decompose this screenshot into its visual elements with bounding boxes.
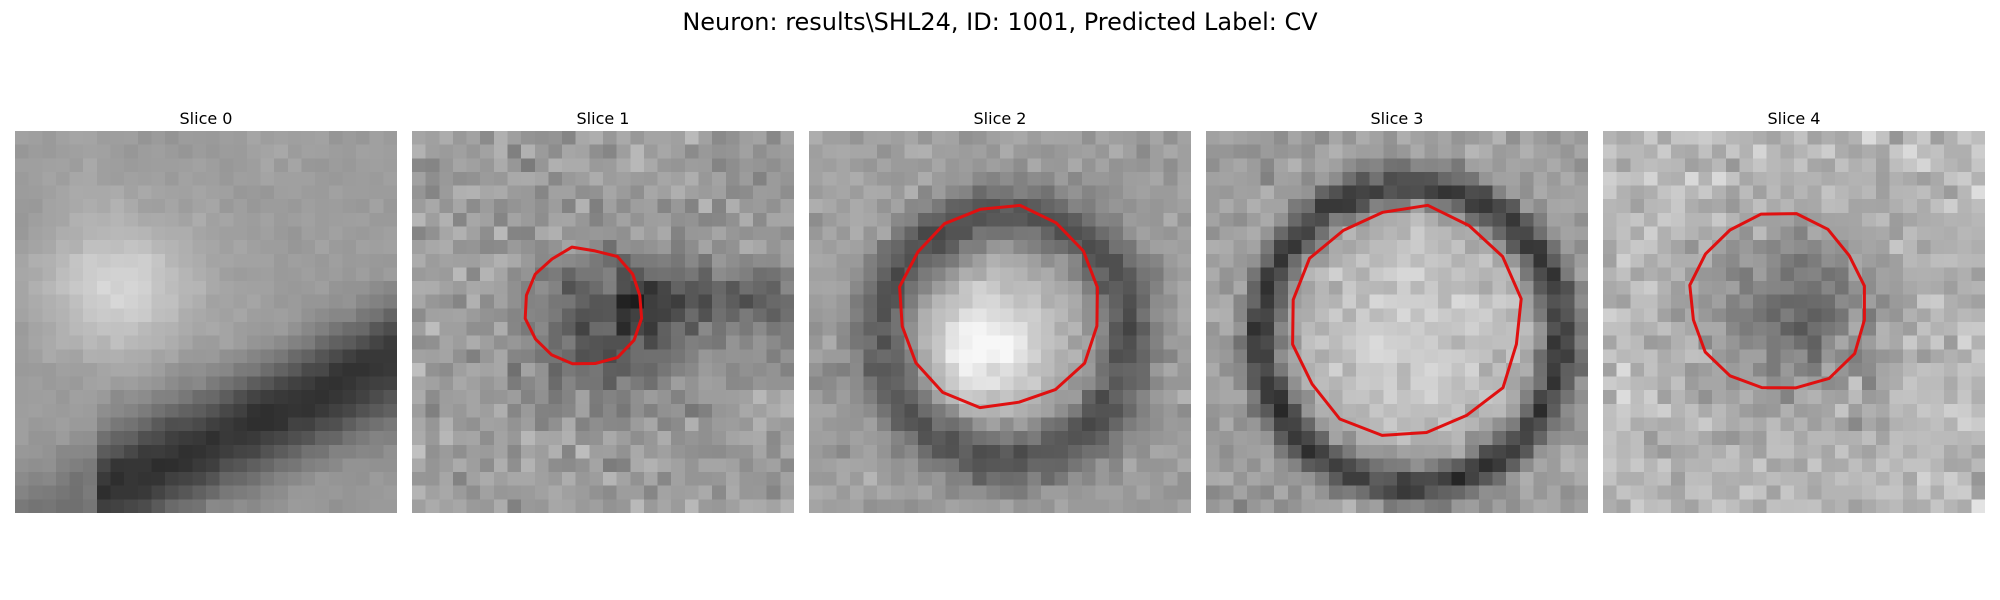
slice-title: Slice 2	[973, 109, 1027, 128]
contour-outline	[1688, 212, 1866, 390]
contour-outline	[1291, 203, 1523, 437]
pixel-grid	[1603, 131, 1985, 513]
pixel-grid	[1206, 131, 1588, 513]
slice-title: Slice 0	[179, 109, 233, 128]
pixel-grid	[412, 131, 794, 513]
slice-image	[1603, 131, 1985, 513]
pixel-grid	[15, 131, 397, 513]
slice-title: Slice 4	[1767, 109, 1821, 128]
slice-image	[1206, 131, 1588, 513]
slice-title: Slice 3	[1370, 109, 1424, 128]
contour-outline	[523, 245, 644, 366]
figure-title: Neuron: results\SHL24, ID: 1001, Predict…	[682, 8, 1318, 36]
pixel-grid	[809, 131, 1191, 513]
slice-image	[809, 131, 1191, 513]
slice-panel-2: Slice 2	[809, 108, 1191, 513]
slice-panel-1: Slice 1	[412, 108, 794, 513]
slice-title: Slice 1	[576, 109, 630, 128]
slice-panel-4: Slice 4	[1603, 108, 1985, 513]
slice-panel-3: Slice 3	[1206, 108, 1588, 513]
contour-outline	[898, 203, 1099, 410]
slice-image	[15, 131, 397, 513]
slice-panel-0: Slice 0	[15, 108, 397, 513]
slice-image	[412, 131, 794, 513]
